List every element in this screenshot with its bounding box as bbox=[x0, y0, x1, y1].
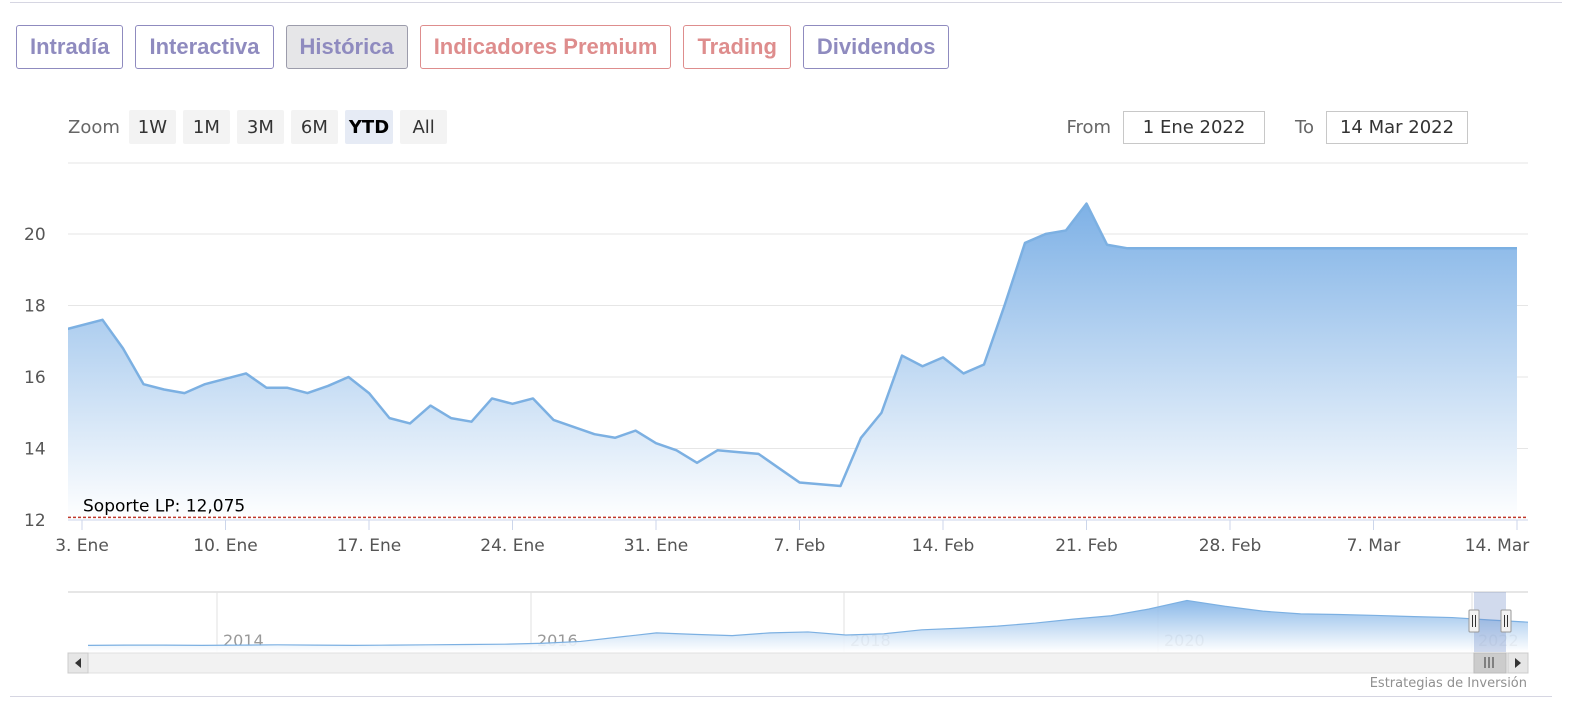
x-tick-label: 7. Mar bbox=[1347, 536, 1401, 556]
date-range: From To bbox=[1066, 111, 1468, 144]
scrollbar-thumb[interactable] bbox=[1473, 652, 1507, 674]
x-tick-label: 17. Ene bbox=[337, 536, 401, 556]
to-label: To bbox=[1295, 117, 1314, 138]
tab-dividendos[interactable]: Dividendos bbox=[802, 25, 950, 69]
y-tick-label: 18 bbox=[24, 297, 46, 317]
chevron-left-icon bbox=[75, 658, 81, 668]
support-label: Soporte LP: 12,075 bbox=[83, 496, 245, 516]
zoom-label: Zoom bbox=[68, 116, 120, 138]
zoom-selector: Zoom 1W 1M 3M 6M YTD All bbox=[68, 110, 448, 144]
x-tick-label: 28. Feb bbox=[1199, 536, 1262, 556]
tab-trading[interactable]: Trading bbox=[683, 25, 791, 69]
tab-interactiva[interactable]: Interactiva bbox=[135, 25, 274, 69]
chart-credit: Estrategias de Inversión bbox=[1369, 676, 1527, 691]
y-tick-label: 14 bbox=[24, 440, 46, 460]
tab-intradia[interactable]: Intradía bbox=[16, 25, 124, 69]
chevron-right-icon bbox=[1515, 658, 1521, 668]
x-tick-label: 14. Feb bbox=[912, 536, 975, 556]
x-tick-label: 21. Feb bbox=[1055, 536, 1118, 556]
x-tick-label: 10. Ene bbox=[193, 536, 257, 556]
tab-historica[interactable]: Histórica bbox=[285, 25, 408, 69]
price-line bbox=[68, 202, 1517, 488]
x-tick-label: 3. Ene bbox=[55, 536, 109, 556]
zoom-1w-button[interactable]: 1W bbox=[128, 110, 176, 144]
bottom-divider bbox=[10, 696, 1552, 697]
tab-indicadores-premium[interactable]: Indicadores Premium bbox=[419, 25, 672, 69]
navigator-right-handle[interactable] bbox=[1500, 609, 1512, 633]
to-date-input[interactable] bbox=[1326, 111, 1468, 144]
from-date-input[interactable] bbox=[1123, 111, 1266, 144]
navigator-left-handle[interactable] bbox=[1468, 609, 1480, 633]
x-tick-label: 14. Mar bbox=[1465, 536, 1530, 556]
chart-tabs: Intradía Interactiva Histórica Indicador… bbox=[16, 25, 950, 69]
from-label: From bbox=[1066, 117, 1112, 138]
zoom-6m-button[interactable]: 6M bbox=[290, 110, 338, 144]
y-tick-label: 16 bbox=[24, 368, 46, 388]
x-tick-label: 7. Feb bbox=[774, 536, 826, 556]
navigator-area bbox=[88, 600, 1528, 652]
top-divider bbox=[10, 2, 1562, 3]
zoom-3m-button[interactable]: 3M bbox=[236, 110, 284, 144]
navigator-scrollbar bbox=[67, 652, 1529, 674]
scroll-left-button[interactable] bbox=[67, 652, 89, 674]
zoom-all-button[interactable]: All bbox=[400, 110, 448, 144]
navigator-line bbox=[87, 599, 1529, 647]
zoom-1m-button[interactable]: 1M bbox=[182, 110, 230, 144]
scroll-right-button[interactable] bbox=[1507, 652, 1529, 674]
scrollbar-track bbox=[67, 652, 1529, 674]
x-tick-label: 31. Ene bbox=[624, 536, 688, 556]
price-area bbox=[68, 203, 1517, 520]
x-tick-label: 24. Ene bbox=[480, 536, 544, 556]
zoom-ytd-button[interactable]: YTD bbox=[344, 110, 394, 144]
y-tick-label: 12 bbox=[24, 511, 46, 531]
y-tick-label: 20 bbox=[24, 225, 46, 245]
